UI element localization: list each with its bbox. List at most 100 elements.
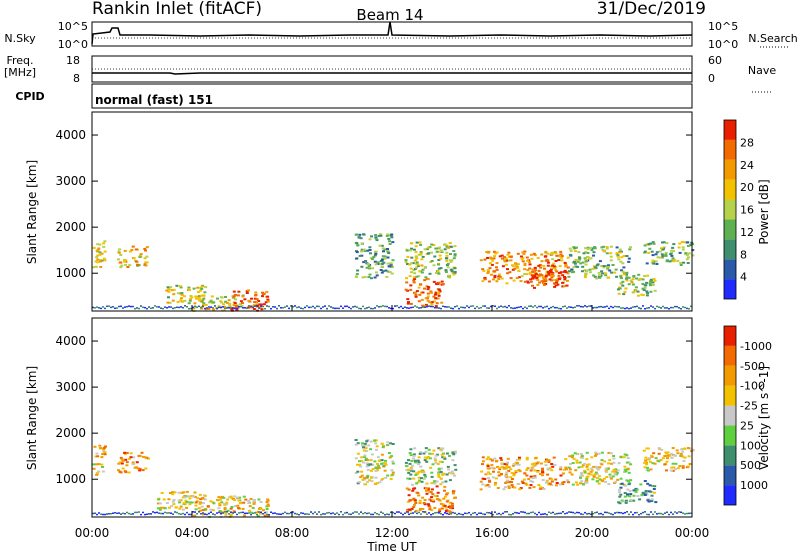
- velocity-cell: [525, 468, 529, 471]
- power-cell: [486, 269, 490, 271]
- velocity-cell: [425, 482, 429, 485]
- power-cell: [308, 306, 310, 309]
- velocity-cell: [140, 451, 144, 454]
- velocity-cell: [360, 460, 364, 463]
- velocity-cell: [419, 470, 423, 473]
- power-cell: [362, 261, 366, 264]
- power-cell: [447, 274, 451, 277]
- power-cell: [560, 307, 562, 310]
- power-cell: [546, 252, 550, 255]
- power-cell: [580, 270, 584, 273]
- power-cell: [678, 251, 682, 254]
- power-cell: [479, 259, 483, 262]
- velocity-cell: [440, 461, 444, 463]
- power-cell: [554, 260, 558, 262]
- velocity-cell: [448, 513, 450, 516]
- velocity-cell: [428, 457, 432, 460]
- velocity-cell: [182, 491, 186, 494]
- velocity-cell: [496, 487, 500, 489]
- velocity-cell: [430, 513, 432, 516]
- velocity-cell: [252, 502, 256, 505]
- velocity-ytick-label: 3000: [55, 380, 86, 394]
- power-cell: [236, 306, 240, 309]
- power-cell: [318, 305, 320, 308]
- velocity-cell: [237, 507, 240, 510]
- velocity-cell: [654, 511, 656, 513]
- velocity-cell: [128, 512, 130, 515]
- power-cell: [552, 262, 556, 265]
- power-cell: [611, 264, 615, 266]
- power-cell: [420, 264, 424, 267]
- velocity-cell: [402, 513, 404, 516]
- power-colorbar-segment: [724, 279, 736, 299]
- power-cell: [140, 305, 142, 307]
- power-cell: [634, 289, 638, 292]
- power-cell: [543, 267, 546, 270]
- velocity-cell: [417, 463, 420, 466]
- velocity-cell: [177, 499, 181, 502]
- power-cell: [637, 279, 641, 282]
- power-cell: [189, 297, 192, 300]
- velocity-cell: [456, 513, 458, 516]
- power-cell: [182, 306, 184, 309]
- power-cell: [476, 305, 478, 308]
- cpid-row: CPID normal (fast) 151: [15, 83, 693, 109]
- power-cell: [310, 306, 312, 309]
- velocity-cell: [451, 505, 454, 507]
- power-cell: [665, 260, 669, 263]
- power-cell: [671, 257, 675, 260]
- velocity-cell: [642, 511, 644, 514]
- power-cell: [175, 284, 179, 287]
- power-cell: [96, 254, 100, 257]
- power-cell: [261, 295, 264, 298]
- velocity-cell: [417, 476, 421, 479]
- velocity-cell: [423, 499, 427, 501]
- velocity-cell: [201, 502, 205, 505]
- velocity-cell: [498, 468, 502, 471]
- velocity-cell: [664, 451, 668, 454]
- power-cell: [586, 252, 590, 254]
- power-cell: [355, 242, 359, 245]
- velocity-cell: [218, 498, 222, 501]
- power-cell: [422, 306, 424, 308]
- power-cell: [186, 306, 188, 308]
- power-cell: [449, 268, 453, 271]
- power-cell: [495, 251, 499, 254]
- power-cell: [535, 277, 539, 280]
- velocity-cell: [249, 498, 253, 500]
- velocity-cell: [650, 484, 654, 487]
- power-cell: [415, 241, 419, 244]
- velocity-cell: [250, 513, 252, 516]
- velocity-cell: [195, 500, 199, 503]
- velocity-cell: [316, 513, 318, 515]
- power-cell: [413, 278, 417, 280]
- velocity-cell: [373, 482, 377, 485]
- velocity-cell: [518, 470, 522, 473]
- power-cell: [448, 242, 452, 244]
- velocity-cell: [545, 479, 549, 482]
- power-cell: [598, 306, 600, 308]
- power-cell: [556, 283, 560, 286]
- velocity-cell: [442, 513, 444, 516]
- velocity-cell: [499, 459, 503, 461]
- power-cell: [122, 307, 124, 309]
- power-cell: [92, 266, 95, 269]
- power-cell: [615, 275, 619, 278]
- velocity-cell: [568, 511, 570, 513]
- velocity-cell: [499, 457, 503, 460]
- velocity-cell: [682, 512, 684, 514]
- velocity-cell: [408, 477, 412, 480]
- power-cell: [546, 305, 548, 308]
- velocity-cell: [136, 467, 140, 470]
- power-cell: [145, 246, 149, 249]
- power-cell: [356, 269, 360, 272]
- power-cell: [439, 257, 443, 260]
- power-cell: [622, 293, 626, 296]
- velocity-cell: [409, 466, 413, 469]
- velocity-cell: [174, 511, 176, 513]
- power-cell: [519, 255, 523, 258]
- power-cell: [248, 305, 250, 307]
- velocity-cell: [356, 511, 358, 513]
- power-cell: [99, 266, 103, 268]
